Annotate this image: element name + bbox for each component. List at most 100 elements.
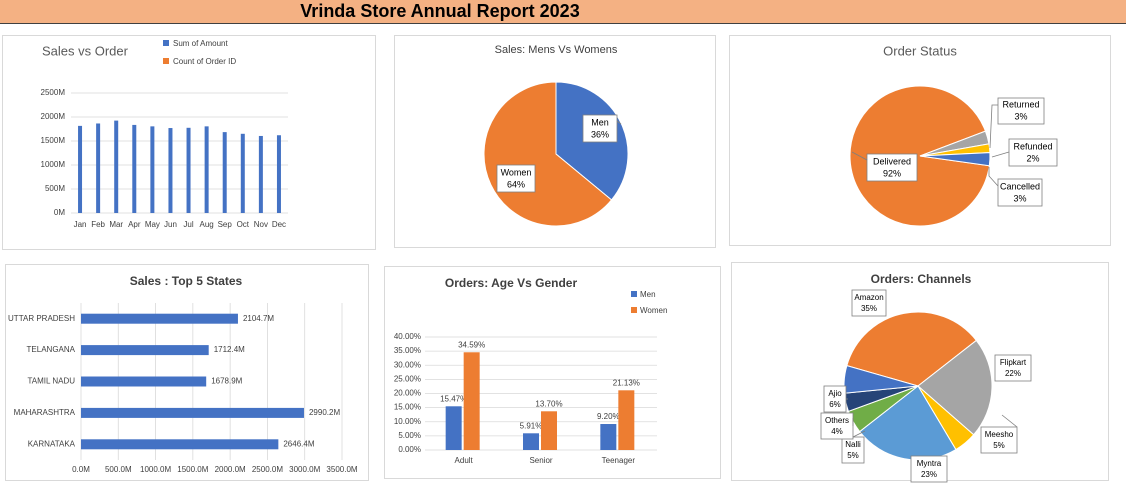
chart-title: Sales vs Order bbox=[42, 43, 129, 58]
pie-slice-amazon bbox=[846, 311, 978, 387]
channels-chart: Orders: Channels Amazon 35% Flipkart 22% Mees… bbox=[820, 272, 1032, 483]
x-tick-label: Jun bbox=[164, 220, 177, 229]
callout-line bbox=[1001, 414, 1018, 428]
x-tick-label: Senior bbox=[529, 456, 552, 465]
sales-vs-order-chart: Sales vs Order Sum of Amount Count of Orde… bbox=[41, 39, 288, 229]
slice-label: Amazon bbox=[854, 293, 883, 302]
chart-title: Orders: Age Vs Gender bbox=[445, 276, 578, 290]
legend-label: Sum of Amount bbox=[173, 39, 228, 48]
bar-amount bbox=[186, 127, 191, 213]
legend-swatch bbox=[631, 307, 637, 313]
x-tick-label: Mar bbox=[109, 220, 123, 229]
callout-line bbox=[988, 167, 999, 187]
slice-pct: 2% bbox=[1026, 153, 1039, 163]
y-tick-label: 2500M bbox=[41, 88, 66, 97]
slice-label: Returned bbox=[1002, 99, 1039, 109]
x-tick-label: Oct bbox=[237, 220, 250, 229]
x-tick-label: 500.0M bbox=[105, 465, 132, 474]
x-tick-label: 2000.0M bbox=[215, 465, 246, 474]
x-tick-label: 0.0M bbox=[72, 465, 90, 474]
x-tick-label: Nov bbox=[254, 220, 268, 229]
data-callout-cancelled bbox=[997, 178, 1043, 207]
slice-label: Delivered bbox=[873, 156, 911, 166]
data-label: 1678.9M bbox=[211, 377, 242, 386]
data-label: 1712.4M bbox=[214, 345, 245, 354]
bar-amount bbox=[150, 126, 155, 213]
data-label: 13.70% bbox=[535, 399, 562, 408]
data-callout-flipkart bbox=[994, 354, 1032, 382]
slice-label: Nalli bbox=[845, 440, 861, 449]
data-label: 21.13% bbox=[613, 378, 640, 387]
report-banner: Vrinda Store Annual Report 2023 bbox=[0, 0, 1126, 24]
x-tick-label: Apr bbox=[128, 220, 141, 229]
slice-pct: 22% bbox=[1005, 369, 1021, 378]
chart-title: Sales : Top 5 States bbox=[130, 274, 243, 288]
slice-label: Women bbox=[501, 167, 532, 177]
slice-pct: 64% bbox=[507, 179, 525, 189]
legend-label: Men bbox=[640, 290, 656, 299]
callout-line bbox=[616, 120, 622, 125]
order-status-panel: Order Status Delivered 92% Returned 3% Refund… bbox=[729, 35, 1111, 246]
data-callout-myntra bbox=[910, 455, 948, 483]
top-states-chart: Sales : Top 5 States 0.0M 500.0M 1000.0M 150… bbox=[8, 274, 358, 474]
slice-pct: 6% bbox=[829, 400, 841, 409]
data-callout-amazon bbox=[851, 289, 887, 317]
report-title: Vrinda Store Annual Report 2023 bbox=[300, 1, 580, 21]
bar-state bbox=[81, 439, 279, 450]
bar-men bbox=[523, 433, 539, 450]
chart-title: Sales: Mens Vs Womens bbox=[495, 44, 618, 56]
x-tick-label: May bbox=[145, 220, 160, 229]
data-label: 34.59% bbox=[458, 340, 485, 349]
data-label: 5.91% bbox=[520, 421, 543, 430]
x-tick-label: Sep bbox=[218, 220, 233, 229]
bar-men bbox=[445, 406, 462, 450]
pie-slice-cancelled bbox=[919, 152, 991, 167]
slice-pct: 5% bbox=[993, 441, 1005, 450]
x-tick-label: Dec bbox=[272, 220, 286, 229]
bar-women bbox=[463, 352, 480, 450]
x-tick-label: Jan bbox=[74, 220, 87, 229]
y-tick-label: 10.00% bbox=[394, 417, 421, 426]
bar-amount bbox=[132, 124, 137, 213]
y-tick-label: 5.00% bbox=[398, 431, 421, 440]
legend-swatch bbox=[631, 291, 637, 297]
y-tick-label: 500M bbox=[45, 184, 65, 193]
legend-label: Count of Order ID bbox=[173, 57, 236, 66]
bar-amount bbox=[168, 128, 173, 213]
sales-men-women-chart: Sales: Mens Vs Womens Men 36% Women 64% bbox=[483, 44, 629, 227]
x-tick-label: Aug bbox=[200, 220, 214, 229]
x-tick-label: 1000.0M bbox=[140, 465, 171, 474]
x-tick-label: Feb bbox=[91, 220, 105, 229]
bar-amount bbox=[204, 126, 209, 213]
pie-slice-delivered bbox=[849, 85, 990, 227]
bar-state bbox=[81, 345, 209, 356]
sales-vs-order-panel: Sales vs Order Sum of Amount Count of Orde… bbox=[2, 35, 376, 250]
chart-title: Order Status bbox=[883, 43, 957, 58]
y-tick-label: UTTAR PRADESH bbox=[8, 314, 75, 323]
bar-state bbox=[81, 313, 238, 324]
callout-line bbox=[852, 430, 866, 438]
data-label: 15.47% bbox=[440, 394, 467, 403]
bar-amount bbox=[276, 135, 281, 213]
slice-pct: 3% bbox=[1013, 193, 1026, 203]
y-tick-label: 2000M bbox=[41, 112, 66, 121]
bar-amount bbox=[96, 123, 101, 213]
slice-label: Others bbox=[825, 416, 849, 425]
y-tick-label: MAHARASHTRA bbox=[14, 408, 76, 417]
legend-swatch-orders bbox=[163, 58, 169, 64]
y-tick-label: 20.00% bbox=[394, 389, 421, 398]
slice-label: Ajio bbox=[828, 389, 842, 398]
channels-panel: Orders: Channels Amazon 35% Flipkart 22% Mees… bbox=[731, 262, 1109, 483]
data-callout-delivered bbox=[866, 153, 918, 182]
y-tick-label: 25.00% bbox=[394, 374, 421, 383]
callout-line bbox=[991, 151, 1010, 158]
slice-pct: 4% bbox=[831, 427, 843, 436]
y-tick-label: 0M bbox=[54, 208, 65, 217]
slice-label: Men bbox=[591, 117, 609, 127]
x-tick-label: 1500.0M bbox=[177, 465, 208, 474]
bar-state bbox=[81, 407, 304, 418]
slice-label: Flipkart bbox=[1000, 358, 1027, 367]
data-callout-returned bbox=[997, 97, 1045, 125]
slice-pct: 36% bbox=[591, 129, 609, 139]
bar-women bbox=[541, 411, 557, 450]
